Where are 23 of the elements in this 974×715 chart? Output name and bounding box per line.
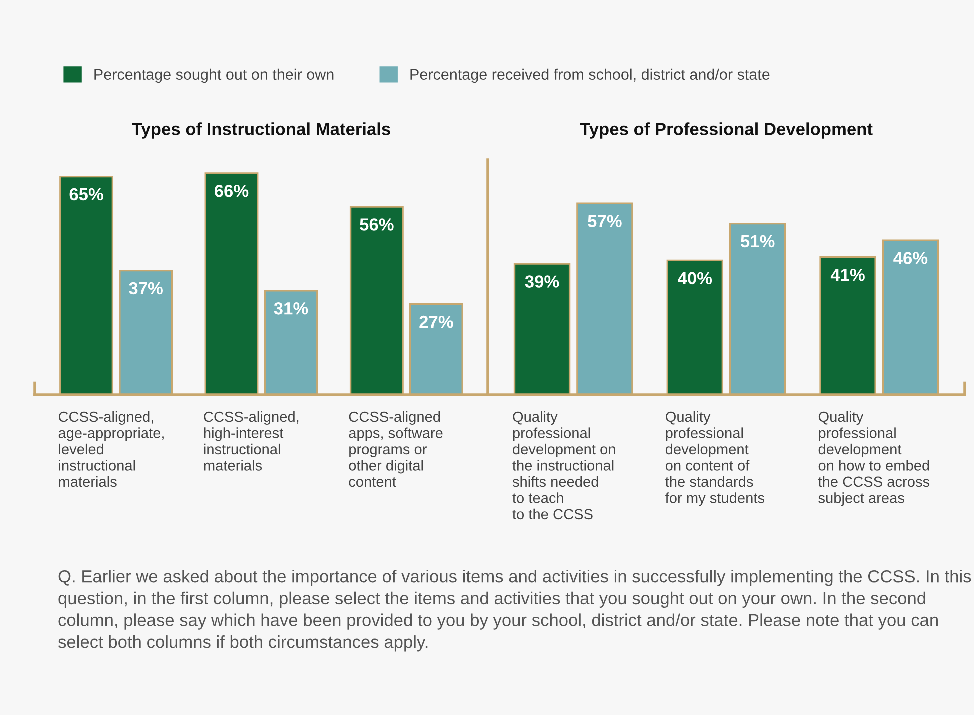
data-label: 56% bbox=[360, 218, 394, 231]
data-label: 51% bbox=[741, 235, 775, 248]
data-label: 31% bbox=[274, 302, 308, 315]
x-tick-label: Quality professional development on content of the standards for my students bbox=[666, 411, 765, 506]
data-label: 39% bbox=[525, 276, 560, 288]
x-tick-label: Quality professional development on the instructional shifts needed to teach to the CCSS bbox=[512, 411, 616, 520]
chart-title: Types of Professional Development bbox=[580, 122, 873, 139]
data-label: 27% bbox=[420, 316, 454, 328]
data-label: 37% bbox=[129, 282, 163, 295]
x-tick-label: Quality professional development on how to embed the CCSS across subject areas bbox=[818, 411, 930, 506]
legend-label: Percentage sought out on their own bbox=[94, 68, 334, 84]
x-tick-label: CCSS-aligned, high-interest instructional materials bbox=[204, 411, 299, 471]
data-label: 41% bbox=[830, 268, 865, 282]
data-label: 40% bbox=[678, 272, 712, 285]
x-tick-label: CCSS-aligned, age-appropriate, leveled instructional materials bbox=[58, 411, 164, 488]
text: Q. Earlier we asked about the importance of various items and activities in successfully implementing the CCSS. In this question, in the first column, please select the items and activities that you sought out on your own. In the second column, please say which have been provided to you by your school, district and/or state. Please note that you can select both columns if both circumstances apply. bbox=[58, 570, 972, 652]
data-label: 46% bbox=[894, 252, 928, 264]
x-tick-label: CCSS-aligned apps, software programs or other digital content bbox=[349, 411, 443, 488]
legend-label: Percentage received from school, district and/or state bbox=[410, 68, 770, 84]
data-label: 66% bbox=[214, 185, 249, 198]
chart-title: Types of Instructional Materials bbox=[132, 122, 390, 139]
data-label: 57% bbox=[588, 215, 622, 228]
data-label: 65% bbox=[70, 188, 104, 201]
